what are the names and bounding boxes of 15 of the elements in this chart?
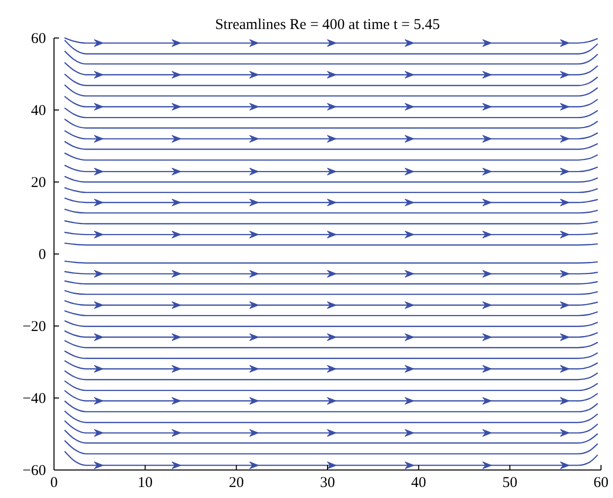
y-tick-label: −60 xyxy=(22,463,46,479)
x-tick-label: 40 xyxy=(411,475,426,491)
x-tick-label: 50 xyxy=(502,475,518,491)
y-tick-label: −20 xyxy=(22,319,46,335)
x-tick-label: 0 xyxy=(50,475,58,491)
y-tick-label: 20 xyxy=(31,175,46,191)
x-tick-label: 20 xyxy=(228,475,244,491)
x-tick-label: 60 xyxy=(594,475,608,491)
y-tick-label: 0 xyxy=(38,247,46,263)
chart-title: Streamlines Re = 400 at time t = 5.45 xyxy=(215,17,440,33)
x-tick-label: 10 xyxy=(138,475,153,491)
y-tick-label: 40 xyxy=(31,103,46,119)
y-tick-label: 60 xyxy=(31,31,46,47)
y-tick-label: −40 xyxy=(22,391,46,407)
x-tick-label: 30 xyxy=(320,475,335,491)
